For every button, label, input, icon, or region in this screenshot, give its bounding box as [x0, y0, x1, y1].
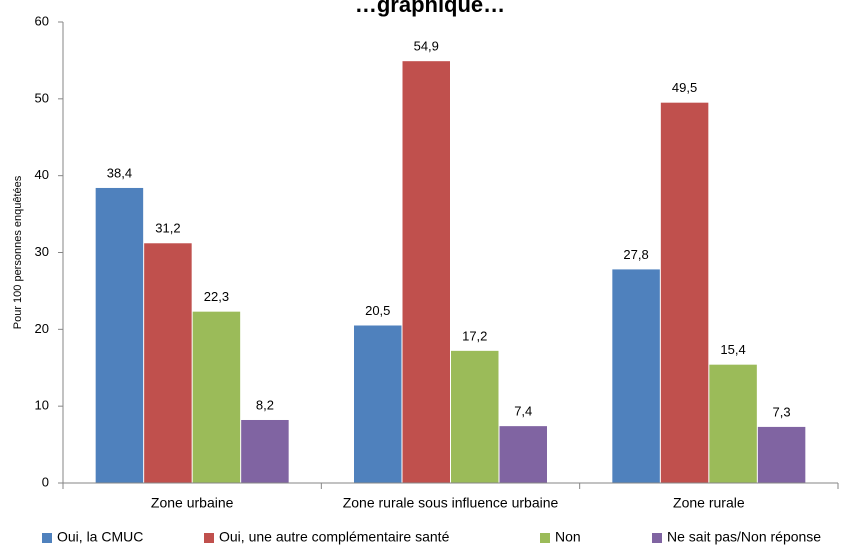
- data-label: 31,2: [155, 221, 180, 236]
- legend-swatch: [204, 533, 214, 543]
- x-axis-categories: Zone urbaine Zone rurale sous influence u…: [62, 483, 839, 511]
- data-label: 8,2: [256, 397, 274, 412]
- data-label: 17,2: [462, 328, 487, 343]
- data-label: 54,9: [414, 39, 439, 54]
- data-label: 7,4: [514, 404, 532, 419]
- legend-label: Non: [555, 529, 581, 545]
- bars: [95, 61, 806, 484]
- y-tick-label: 10: [35, 398, 49, 413]
- data-label: 27,8: [623, 247, 648, 262]
- legend-swatch: [652, 533, 662, 543]
- y-axis-label: Pour 100 personnes enquêtées: [12, 175, 24, 329]
- bar: [612, 269, 660, 483]
- legend-swatch: [540, 533, 550, 543]
- data-label: 20,5: [365, 303, 390, 318]
- data-label: 38,4: [107, 165, 132, 180]
- chart-title: …graphique…: [355, 0, 505, 17]
- bar: [354, 325, 402, 483]
- legend-label: Oui, une autre complémentaire santé: [219, 529, 450, 545]
- legend-label: Ne sait pas/Non réponse: [667, 529, 821, 545]
- bar: [499, 426, 547, 483]
- y-tick-label: 50: [35, 90, 49, 105]
- data-label: 49,5: [672, 80, 697, 95]
- x-category-label: Zone rurale sous influence urbaine: [343, 495, 559, 511]
- y-tick-label: 60: [35, 13, 49, 28]
- bar: [757, 426, 806, 483]
- bar: [192, 311, 241, 483]
- bar: [451, 350, 499, 483]
- bar: [241, 419, 289, 483]
- bar: [402, 61, 450, 484]
- y-axis-ticks: 0 10 20 30 40 50 60: [35, 13, 63, 489]
- legend-swatch: [42, 533, 52, 543]
- data-label: 7,3: [773, 404, 791, 419]
- y-tick-label: 0: [42, 474, 49, 489]
- bar: [95, 187, 144, 483]
- x-category-label: Zone rurale: [673, 495, 745, 511]
- data-label: 22,3: [204, 289, 229, 304]
- data-labels: 38,4 31,2 22,3 8,2 20,5 54,9 17,2 7,4 27,8 49,5 15…: [107, 39, 791, 420]
- legend: Oui, la CMUC Oui, une autre complémentair…: [42, 529, 821, 545]
- data-label: 15,4: [720, 342, 745, 357]
- y-tick-label: 40: [35, 167, 49, 182]
- x-category-label: Zone urbaine: [151, 495, 234, 511]
- y-tick-label: 30: [35, 244, 49, 259]
- bar: [144, 243, 192, 483]
- bar: [709, 364, 757, 483]
- bar: [660, 102, 709, 484]
- y-tick-label: 20: [35, 321, 49, 336]
- legend-label: Oui, la CMUC: [57, 529, 143, 545]
